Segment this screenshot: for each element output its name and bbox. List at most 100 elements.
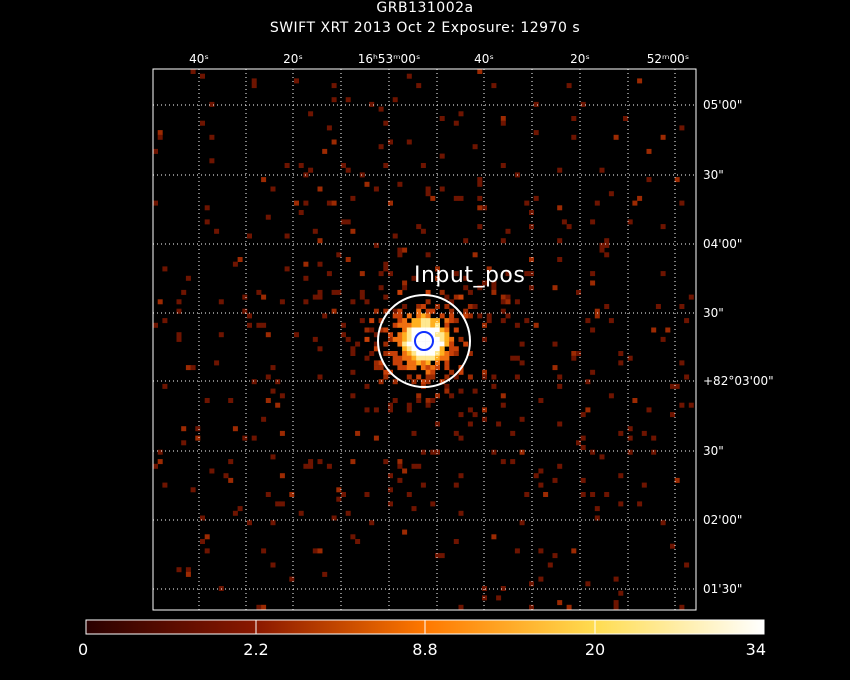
count-pixel [557, 238, 563, 244]
count-pixel [500, 459, 506, 465]
count-pixel [430, 398, 436, 403]
count-pixel [406, 313, 412, 319]
count-pixel [275, 379, 281, 385]
count-pixel [256, 322, 262, 328]
count-pixel [204, 219, 210, 225]
count-pixel [435, 304, 440, 309]
count-pixel [345, 510, 351, 516]
count-pixel [467, 304, 473, 309]
count-pixel [425, 186, 431, 192]
image-frame [152, 68, 697, 611]
count-pixel [444, 318, 450, 324]
count-pixel [594, 506, 600, 512]
count-pixel [613, 604, 619, 610]
ra-tick-label: 40ˢ [474, 52, 494, 66]
count-pixel [486, 313, 492, 319]
count-pixel [594, 313, 600, 319]
dec-tick-label: 30" [703, 168, 724, 182]
count-pixel [298, 510, 304, 516]
count-pixel [599, 167, 605, 173]
count-pixel [529, 257, 534, 262]
count-pixel [491, 449, 497, 455]
count-pixel [627, 355, 633, 361]
count-pixel [153, 463, 158, 469]
count-pixel [660, 224, 666, 230]
count-pixel [416, 355, 422, 361]
count-pixel [449, 351, 455, 356]
count-pixel [651, 327, 657, 333]
count-pixel [397, 341, 403, 347]
count-pixel [500, 163, 506, 168]
count-pixel [350, 393, 356, 399]
count-pixel [303, 261, 309, 267]
count-pixel [261, 604, 267, 610]
count-pixel [458, 336, 464, 342]
count-pixel [251, 379, 257, 385]
ra-tick-label: 52ᵐ00ˢ [646, 52, 690, 66]
count-pixel [312, 228, 318, 234]
count-pixel [425, 365, 431, 371]
count-pixel [425, 351, 431, 356]
count-pixel [392, 313, 398, 319]
dec-tick-label: 30" [703, 444, 724, 458]
count-pixel [406, 73, 412, 79]
count-pixel [397, 181, 403, 187]
count-pixel [392, 308, 398, 314]
count-pixel [275, 402, 281, 408]
count-pixel [308, 459, 314, 465]
count-pixel [500, 116, 506, 121]
count-pixel [153, 322, 158, 328]
count-pixel [162, 266, 168, 272]
count-pixel [406, 341, 412, 347]
count-pixel [627, 449, 633, 455]
count-pixel [204, 548, 210, 554]
count-pixel [608, 393, 614, 399]
count-pixel [571, 116, 577, 121]
count-pixel [209, 101, 215, 107]
count-pixel [312, 548, 318, 554]
count-pixel [341, 163, 346, 168]
count-pixel [383, 294, 389, 300]
count-pixel [350, 459, 356, 465]
count-pixel [444, 304, 450, 309]
count-pixel [543, 492, 549, 497]
count-pixel [214, 360, 220, 366]
count-pixel [538, 468, 544, 474]
count-pixel [336, 289, 342, 295]
count-pixel [383, 163, 389, 168]
count-pixel [378, 318, 384, 324]
count-pixel [265, 492, 271, 497]
count-pixel [378, 144, 384, 150]
count-pixel [284, 266, 290, 272]
count-pixel [538, 482, 544, 488]
count-pixel [435, 275, 440, 281]
count-pixel [444, 294, 450, 300]
count-pixel [679, 360, 685, 366]
count-pixel [261, 548, 267, 554]
count-pixel [670, 383, 675, 389]
count-pixel [533, 101, 539, 107]
count-pixel [326, 200, 332, 206]
count-pixel [416, 336, 422, 342]
count-pixel [425, 402, 431, 408]
count-pixel [420, 336, 426, 342]
count-pixel [317, 289, 323, 295]
count-pixel [185, 365, 191, 371]
count-pixel [651, 449, 657, 455]
count-pixel [406, 139, 412, 145]
count-pixel [590, 492, 596, 497]
count-pixel [524, 200, 530, 206]
count-pixel [425, 327, 431, 333]
count-pixel [303, 299, 309, 305]
count-pixel [435, 365, 440, 371]
count-pixel [576, 289, 581, 295]
count-pixel [411, 506, 417, 512]
count-pixel [557, 257, 563, 262]
count-pixel [392, 322, 398, 328]
count-pixel [308, 111, 314, 117]
count-pixel [449, 393, 455, 399]
count-pixel [209, 468, 215, 474]
count-pixel [613, 600, 619, 606]
count-pixel [599, 242, 605, 248]
count-pixel [425, 341, 431, 347]
